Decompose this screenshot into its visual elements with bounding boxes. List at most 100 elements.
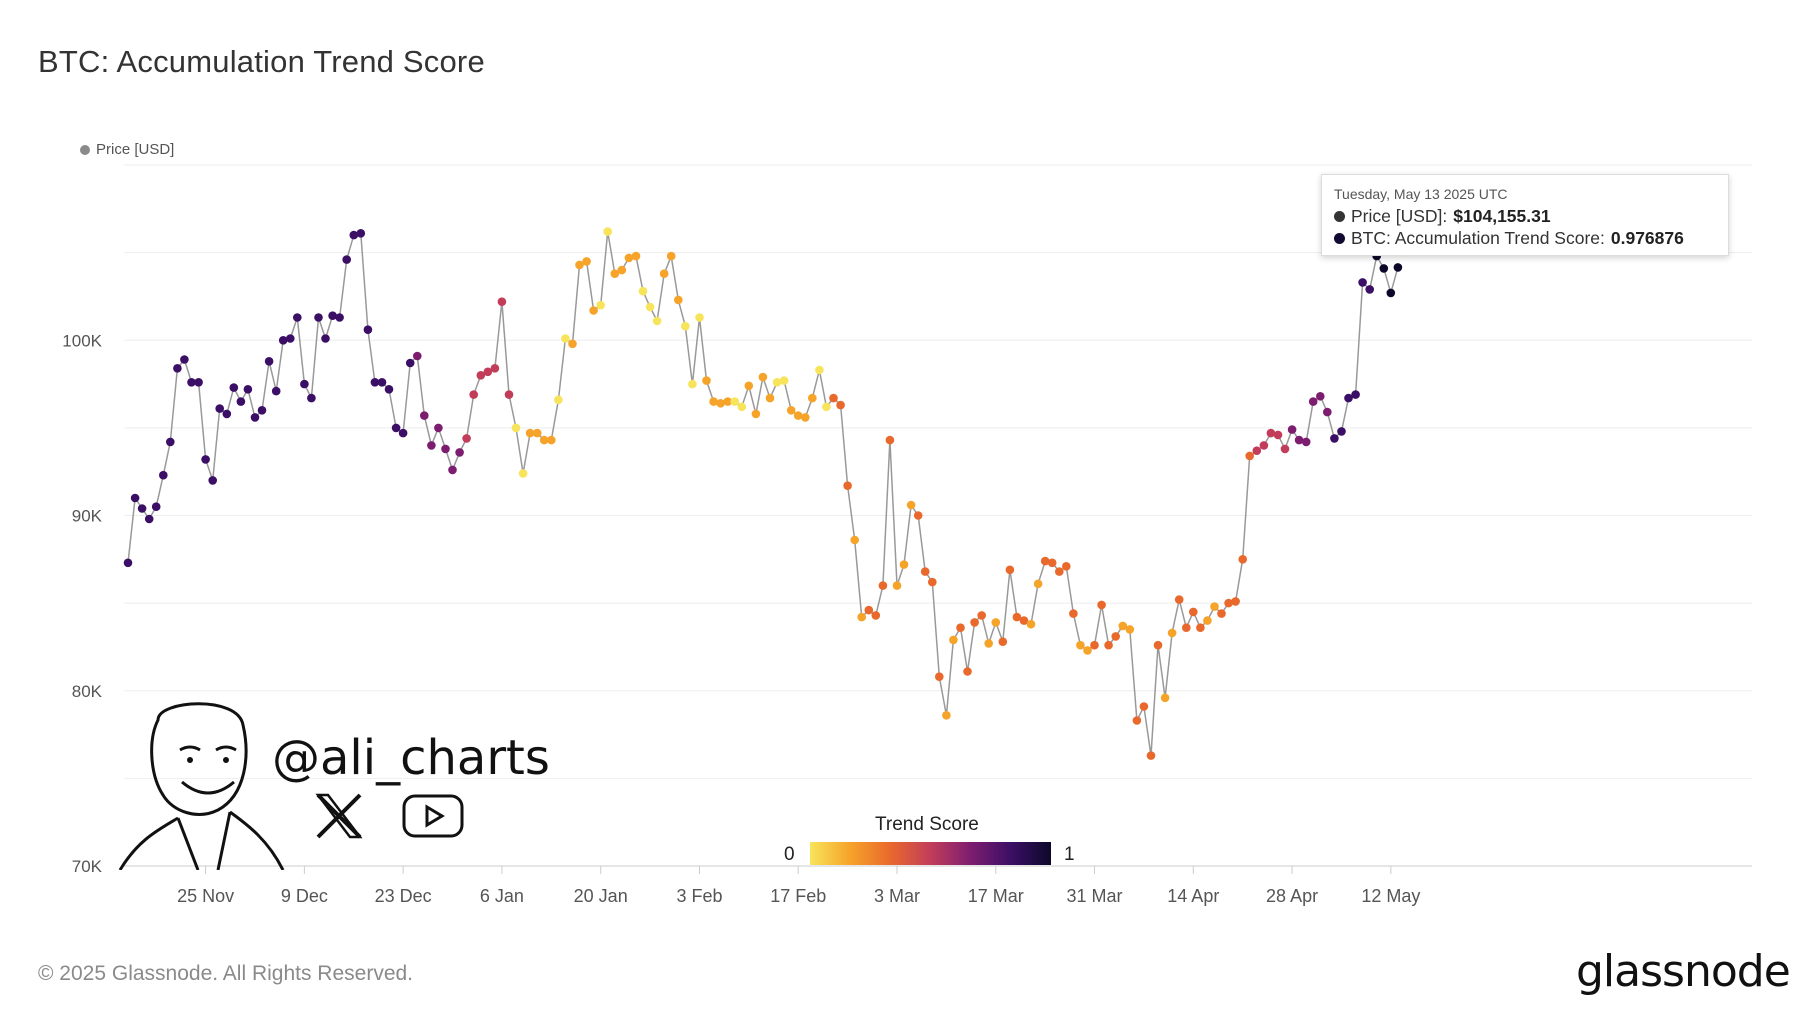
x-tick-label: 20 Jan [574, 886, 628, 906]
x-tick-label: 31 Mar [1067, 886, 1123, 906]
price-point [1104, 640, 1113, 650]
price-point [1174, 595, 1184, 604]
price-point [913, 511, 923, 520]
price-point [441, 444, 450, 454]
price-point [370, 378, 380, 387]
price-point [1365, 285, 1374, 294]
colorbar-title: Trend Score [875, 814, 979, 835]
price-point [864, 605, 874, 615]
price-point [420, 411, 429, 420]
price-point [1139, 702, 1149, 711]
price-point [1026, 619, 1036, 629]
price-point [293, 313, 302, 322]
price-point [963, 667, 972, 676]
price-point [180, 355, 189, 364]
price-point [469, 390, 479, 399]
price-point [1062, 562, 1071, 571]
price-point [123, 558, 133, 568]
price-point [1252, 446, 1262, 456]
price-point [1231, 597, 1240, 606]
price-point [688, 379, 697, 389]
price-point [1393, 263, 1403, 272]
price-point [638, 286, 648, 296]
price-point [970, 618, 979, 627]
price-point [271, 386, 281, 396]
price-point [201, 455, 210, 464]
price-point [822, 402, 831, 412]
trend-score-colorbar: Trend Score 0 1 [780, 810, 1080, 870]
youtube-icon[interactable] [402, 794, 464, 838]
price-point [850, 535, 859, 545]
price-point [349, 230, 359, 240]
price-point [681, 321, 690, 331]
price-point [977, 611, 986, 620]
price-point [166, 437, 175, 447]
price-point [645, 302, 655, 312]
y-tick-label: 90K [72, 507, 103, 526]
price-point [892, 581, 902, 590]
price-point [1316, 392, 1325, 401]
price-point [1266, 428, 1276, 438]
price-point [695, 313, 704, 322]
x-tick-label: 25 Nov [177, 886, 234, 906]
price-point [194, 378, 203, 387]
tooltip-score-label: BTC: Accumulation Trend Score: [1351, 228, 1605, 248]
chart-tooltip: Tuesday, May 13 2025 UTC Price [USD]: $1… [1321, 174, 1729, 256]
price-point [1189, 607, 1198, 617]
price-point [652, 316, 662, 326]
price-point [1273, 430, 1283, 440]
price-point [504, 390, 514, 399]
x-tick-label: 6 Jan [480, 886, 524, 906]
price-point [709, 397, 718, 406]
price-point [1047, 558, 1057, 568]
price-point [455, 448, 464, 457]
price-point [1224, 598, 1233, 608]
price-point [1019, 616, 1029, 625]
price-point [539, 435, 549, 445]
price-point [617, 265, 627, 275]
price-point [561, 334, 570, 343]
price-point [1055, 567, 1064, 576]
price-point [991, 618, 1001, 627]
price-point [737, 402, 747, 412]
x-tick-label: 23 Dec [375, 886, 432, 906]
x-tick-label: 17 Feb [770, 886, 826, 906]
price-point [144, 514, 154, 524]
price-point [1301, 437, 1311, 447]
colorbar-gradient [810, 842, 1051, 865]
price-point [391, 423, 401, 433]
price-point [1344, 393, 1353, 403]
price-point [1033, 579, 1043, 589]
price-point [765, 393, 775, 403]
x-logo-icon[interactable] [314, 792, 364, 840]
price-point [173, 364, 182, 373]
price-point [1111, 632, 1120, 641]
price-point [1330, 434, 1339, 443]
chart-legend[interactable]: Price [USD] [80, 141, 174, 158]
price-point [405, 358, 415, 368]
price-point [906, 500, 916, 510]
price-point [631, 251, 641, 261]
price-point [702, 376, 711, 385]
price-point [1280, 444, 1290, 454]
price-point [928, 577, 937, 587]
price-point [342, 255, 352, 264]
price-point [885, 435, 895, 445]
price-point [758, 372, 768, 382]
price-point [1076, 640, 1085, 650]
price-point [857, 612, 866, 622]
price-point [786, 406, 796, 415]
price-dot-icon [1334, 210, 1345, 222]
data-points [123, 227, 1403, 760]
price-point [532, 428, 542, 438]
price-point [624, 253, 634, 263]
tooltip-price-value: $104,155.31 [1453, 206, 1551, 226]
price-point [1323, 407, 1332, 417]
price-point [511, 423, 521, 433]
price-point [1294, 435, 1304, 445]
price-point [257, 406, 267, 415]
price-point [871, 611, 881, 620]
price-point [314, 313, 323, 322]
price-point [751, 409, 761, 419]
